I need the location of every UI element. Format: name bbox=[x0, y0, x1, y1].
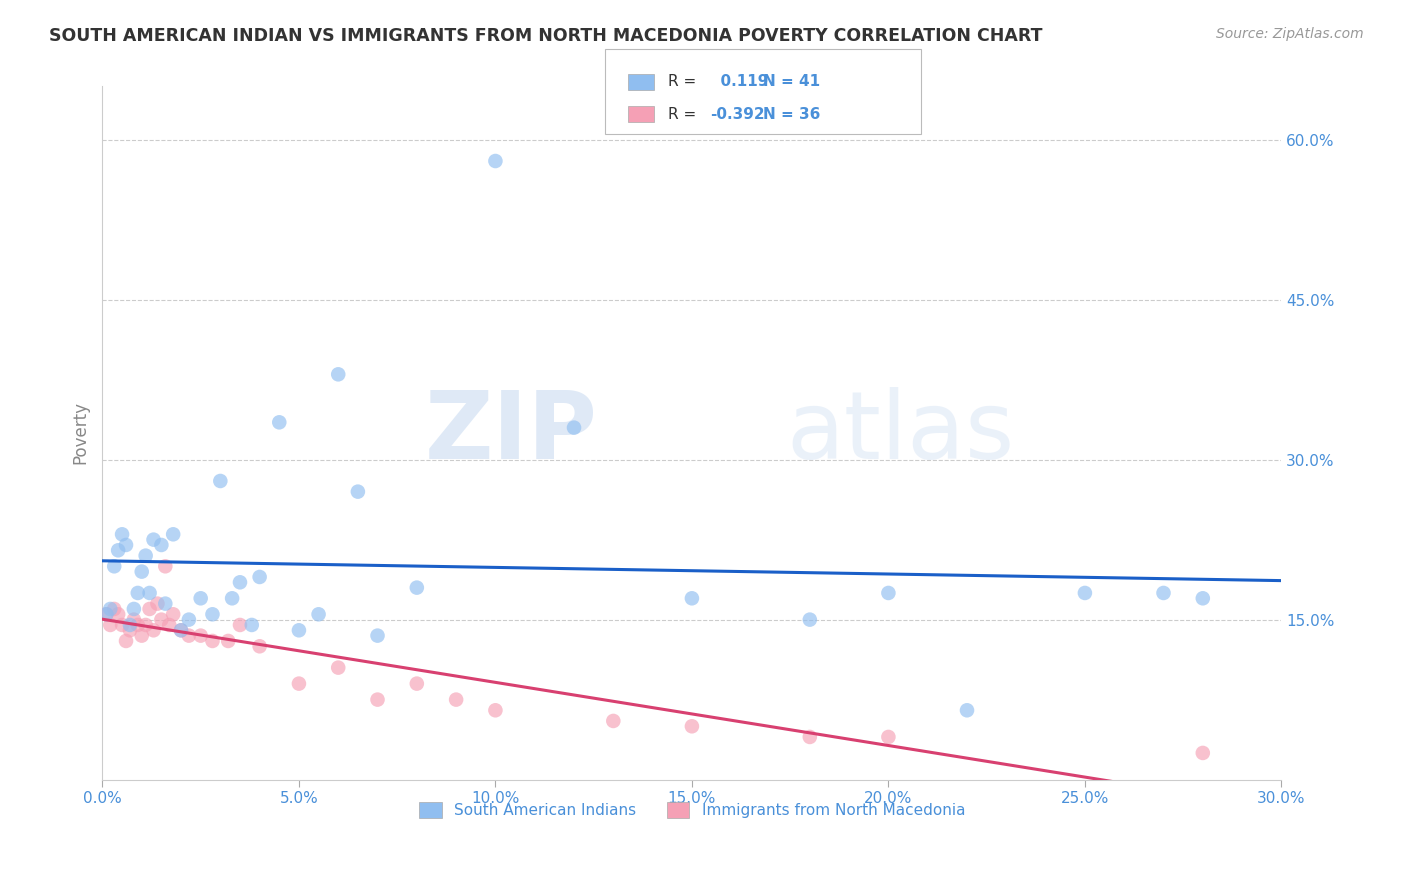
Point bbox=[240, 618, 263, 632]
Point bbox=[328, 368, 350, 382]
Point bbox=[799, 730, 821, 744]
Point bbox=[177, 629, 200, 643]
Point bbox=[444, 692, 467, 706]
Point bbox=[1191, 746, 1213, 760]
Point bbox=[269, 415, 291, 429]
Point bbox=[122, 613, 145, 627]
Point bbox=[127, 586, 149, 600]
Point bbox=[229, 575, 252, 590]
Point bbox=[367, 629, 389, 643]
Point bbox=[138, 602, 160, 616]
Point bbox=[328, 660, 350, 674]
Point bbox=[127, 618, 149, 632]
Point bbox=[146, 597, 169, 611]
Point bbox=[103, 602, 125, 616]
Point bbox=[170, 624, 193, 638]
Point bbox=[1191, 591, 1213, 606]
Point bbox=[1153, 586, 1175, 600]
Text: R =: R = bbox=[668, 74, 696, 89]
Point bbox=[142, 533, 165, 547]
Point bbox=[142, 624, 165, 638]
Point bbox=[217, 634, 239, 648]
Text: atlas: atlas bbox=[786, 387, 1015, 479]
Point bbox=[122, 602, 145, 616]
Text: 0.119: 0.119 bbox=[710, 74, 769, 89]
Point bbox=[288, 676, 311, 690]
Point bbox=[111, 618, 134, 632]
Point bbox=[98, 618, 121, 632]
Point bbox=[107, 607, 129, 622]
Text: ZIP: ZIP bbox=[425, 387, 598, 479]
Point bbox=[131, 565, 153, 579]
Point bbox=[162, 527, 184, 541]
Point bbox=[484, 703, 506, 717]
Text: -0.392: -0.392 bbox=[710, 107, 765, 121]
Point bbox=[135, 549, 157, 563]
Point bbox=[107, 543, 129, 558]
Point bbox=[118, 624, 141, 638]
Point bbox=[201, 607, 224, 622]
Point bbox=[115, 538, 138, 552]
Point bbox=[150, 613, 173, 627]
Point bbox=[96, 607, 118, 622]
Point bbox=[201, 634, 224, 648]
Point bbox=[115, 634, 138, 648]
Point bbox=[308, 607, 330, 622]
Point bbox=[484, 154, 506, 169]
Point bbox=[877, 730, 900, 744]
Y-axis label: Poverty: Poverty bbox=[72, 401, 89, 465]
Point bbox=[170, 624, 193, 638]
Point bbox=[602, 714, 624, 728]
Point bbox=[190, 591, 212, 606]
Point bbox=[131, 629, 153, 643]
Point bbox=[138, 586, 160, 600]
Point bbox=[103, 559, 125, 574]
Point bbox=[96, 607, 118, 622]
Text: Source: ZipAtlas.com: Source: ZipAtlas.com bbox=[1216, 27, 1364, 41]
Point bbox=[249, 570, 271, 584]
Point bbox=[157, 618, 180, 632]
Point bbox=[1074, 586, 1097, 600]
Legend: South American Indians, Immigrants from North Macedonia: South American Indians, Immigrants from … bbox=[412, 796, 972, 824]
Point bbox=[681, 719, 703, 733]
Point bbox=[367, 692, 389, 706]
Point bbox=[118, 618, 141, 632]
Point bbox=[177, 613, 200, 627]
Text: R =: R = bbox=[668, 107, 696, 121]
Point bbox=[405, 581, 427, 595]
Point bbox=[162, 607, 184, 622]
Point bbox=[956, 703, 979, 717]
Point bbox=[249, 640, 271, 654]
Text: SOUTH AMERICAN INDIAN VS IMMIGRANTS FROM NORTH MACEDONIA POVERTY CORRELATION CHA: SOUTH AMERICAN INDIAN VS IMMIGRANTS FROM… bbox=[49, 27, 1043, 45]
Point bbox=[209, 474, 232, 488]
Text: N = 36: N = 36 bbox=[763, 107, 821, 121]
Point bbox=[221, 591, 243, 606]
Point bbox=[111, 527, 134, 541]
Point bbox=[135, 618, 157, 632]
Point bbox=[681, 591, 703, 606]
Point bbox=[288, 624, 311, 638]
Point bbox=[562, 420, 585, 434]
Point bbox=[155, 597, 177, 611]
Point bbox=[877, 586, 900, 600]
Point bbox=[229, 618, 252, 632]
Point bbox=[98, 602, 121, 616]
Point bbox=[347, 484, 370, 499]
Text: N = 41: N = 41 bbox=[763, 74, 821, 89]
Point bbox=[150, 538, 173, 552]
Point bbox=[155, 559, 177, 574]
Point bbox=[190, 629, 212, 643]
Point bbox=[405, 676, 427, 690]
Point bbox=[799, 613, 821, 627]
